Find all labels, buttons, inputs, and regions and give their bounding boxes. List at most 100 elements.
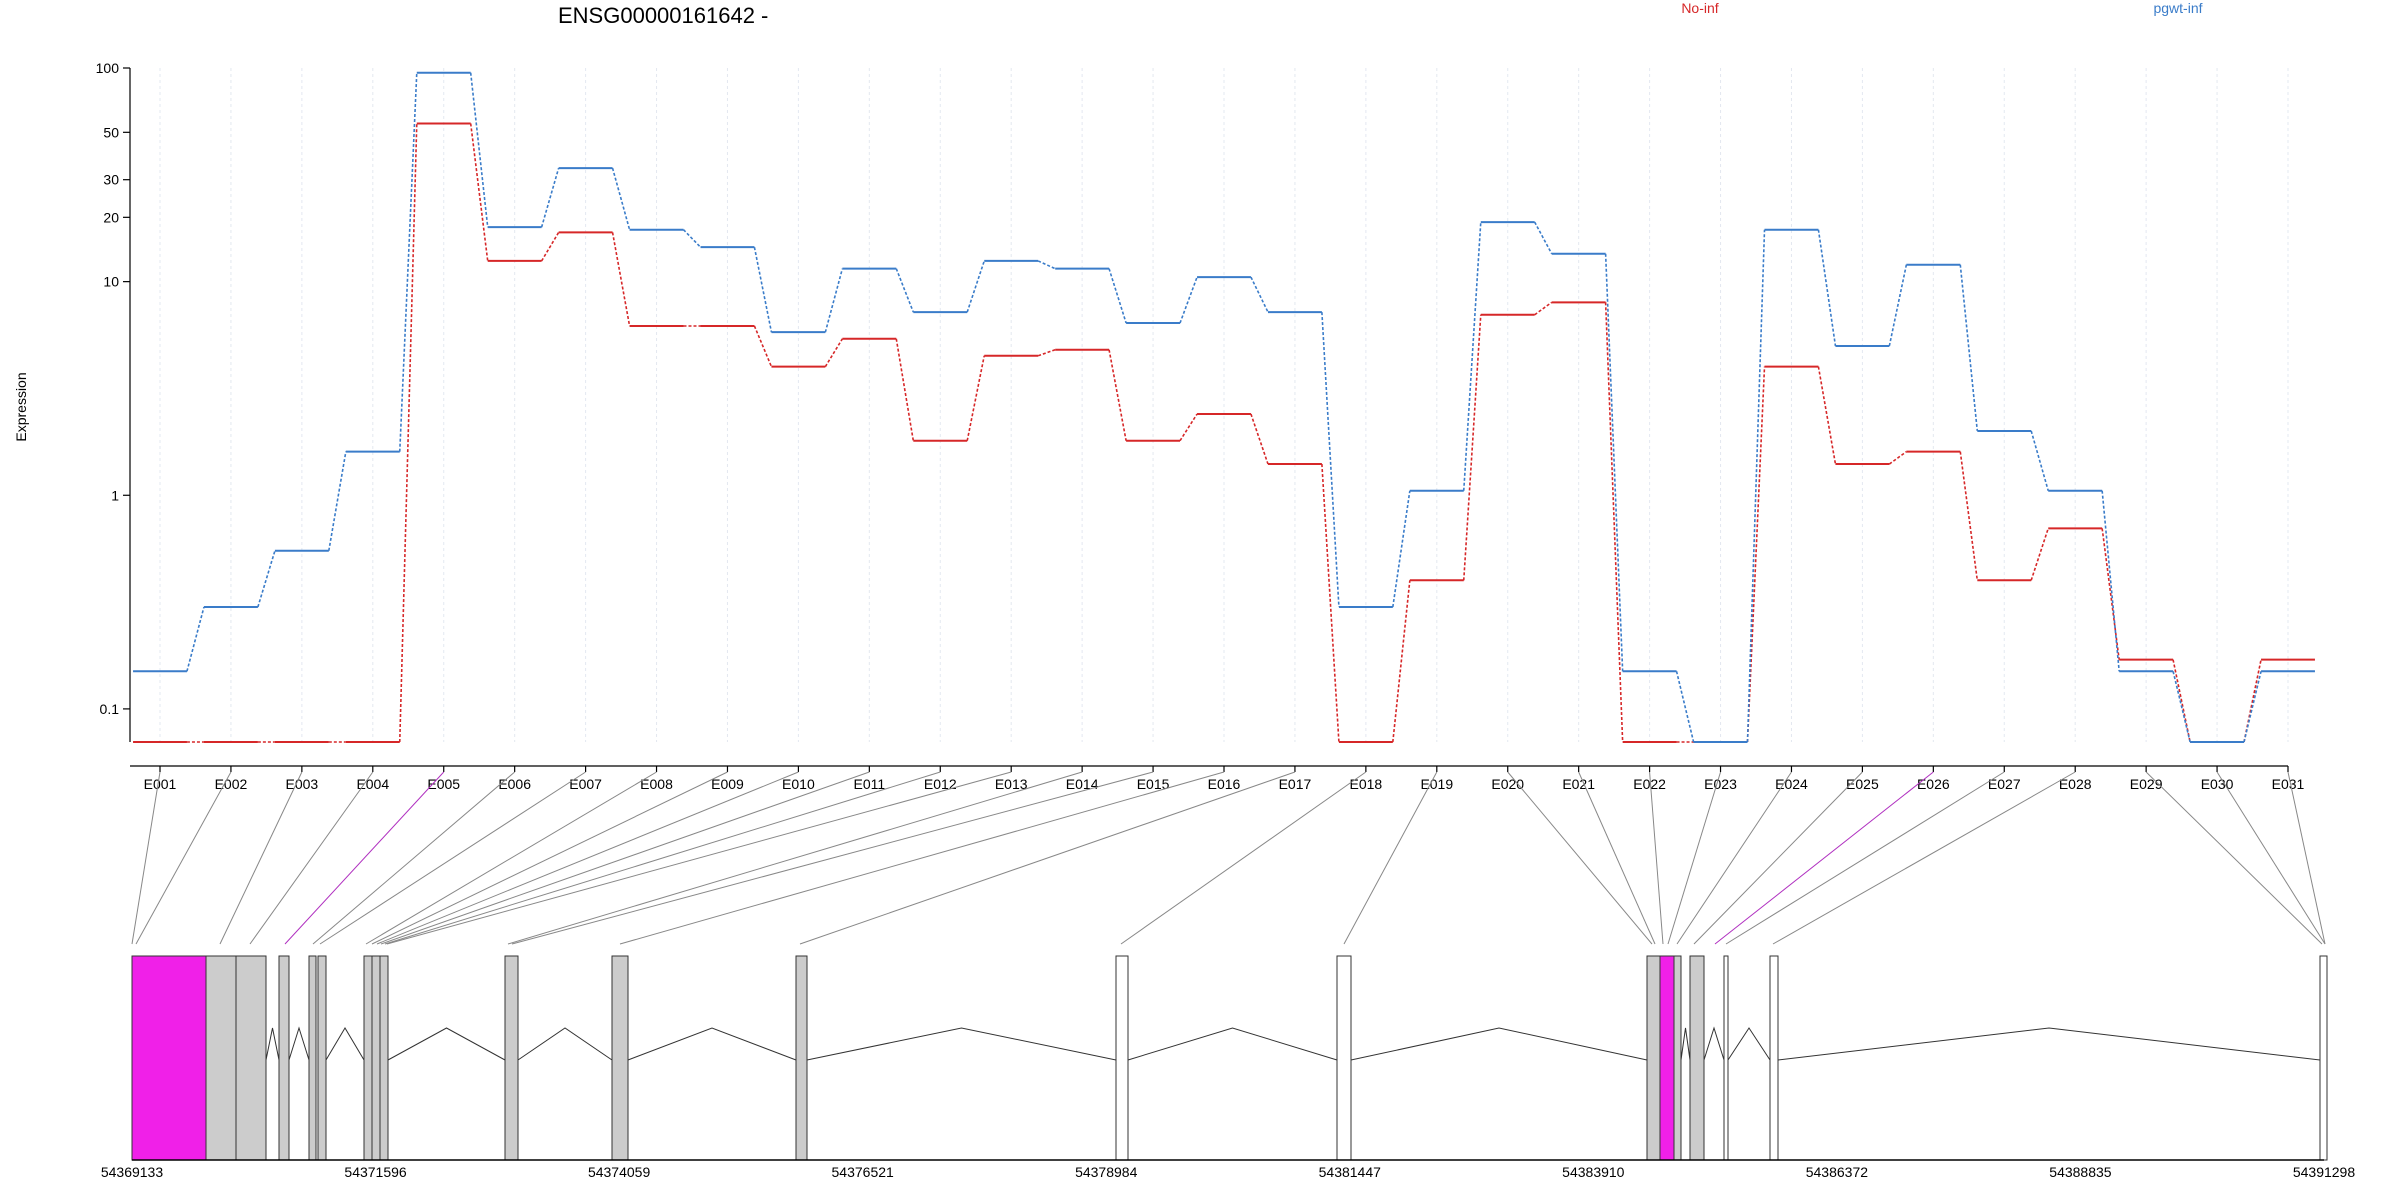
y-axis-label: Expression <box>13 372 29 441</box>
series-connector <box>1462 314 1482 581</box>
series-connector <box>398 72 418 452</box>
exon-connector <box>384 771 941 945</box>
genomic-coordinate-label: 54388835 <box>2049 1164 2112 1180</box>
series-connector <box>753 325 773 367</box>
exon-connector <box>376 771 799 945</box>
series-connector <box>824 268 844 333</box>
series-connector <box>2030 528 2050 581</box>
x-tick-label: E004 <box>356 776 389 792</box>
exon-connector <box>799 771 1296 945</box>
y-tick-label: 50 <box>103 124 119 140</box>
exon-connector <box>1667 771 1722 945</box>
genomic-coordinate-label: 54391298 <box>2293 1164 2356 1180</box>
intron-line <box>1727 1027 1771 1061</box>
x-tick-label: E022 <box>1633 776 1666 792</box>
series-connector <box>895 268 915 313</box>
x-tick-label: E014 <box>1066 776 1099 792</box>
exon-connector <box>2287 771 2326 945</box>
x-tick-label: E028 <box>2059 776 2092 792</box>
exon-connector <box>511 771 1154 945</box>
x-tick-label: E012 <box>924 776 957 792</box>
exon-block <box>317 955 327 1161</box>
exon-connector <box>131 771 161 945</box>
y-tick-label: 30 <box>103 172 119 188</box>
exon-block <box>1659 955 1675 1161</box>
series-connector <box>540 231 560 262</box>
x-tick-label: E019 <box>1420 776 1453 792</box>
series-connector <box>1534 301 1553 316</box>
series-connector <box>1888 264 1908 347</box>
exon-block <box>308 955 317 1161</box>
series-connector <box>1746 229 1766 743</box>
series-connector <box>611 167 631 230</box>
exon-connector <box>312 771 515 945</box>
x-tick-label: E001 <box>144 776 177 792</box>
series-connector <box>1959 264 1979 432</box>
exon-block <box>611 955 629 1161</box>
y-tick-label: 0.1 <box>100 701 120 717</box>
series-connector <box>1179 276 1198 324</box>
series-connector <box>1179 413 1198 442</box>
series-connector <box>1817 366 1837 465</box>
x-tick-label: E027 <box>1988 776 2021 792</box>
legend-entry-no-inf: No-inf <box>1681 0 1718 16</box>
exon-block <box>1673 955 1682 1161</box>
x-tick-label: E031 <box>2272 776 2305 792</box>
series-connector <box>1392 490 1411 608</box>
series-connector <box>186 606 205 672</box>
series-connector <box>1250 276 1269 313</box>
exon-block <box>363 955 373 1161</box>
exon-connector <box>1676 771 1792 945</box>
y-tick-label: 100 <box>96 60 120 76</box>
genomic-coordinate-label: 54381447 <box>1319 1164 1382 1180</box>
exon-connector <box>2145 771 2323 945</box>
exon-block <box>131 955 207 1161</box>
exon-block <box>1769 955 1779 1161</box>
series-connector <box>540 167 560 228</box>
x-tick-label: E008 <box>640 776 673 792</box>
genomic-coordinate-label: 54383910 <box>1562 1164 1625 1180</box>
x-tick-label: E018 <box>1350 776 1383 792</box>
exon-connector <box>507 771 1083 945</box>
y-tick-label: 10 <box>103 274 119 290</box>
series-connector <box>2243 659 2262 743</box>
x-tick-label: E020 <box>1491 776 1524 792</box>
intron-line <box>325 1027 365 1061</box>
series-connector <box>1604 253 1624 672</box>
x-tick-label: E011 <box>853 776 885 792</box>
genomic-coordinate-label: 54374059 <box>588 1164 651 1180</box>
series-connector <box>1533 221 1553 255</box>
series-connector <box>1888 451 1907 465</box>
series-lines <box>133 71 2315 743</box>
intron-line <box>1127 1027 1338 1061</box>
exon-connector <box>380 771 870 945</box>
exon-connector <box>1120 771 1367 945</box>
exon-connector <box>365 771 657 945</box>
series-connector <box>1108 349 1127 441</box>
series-connector <box>1604 302 1624 743</box>
x-tick-label: E003 <box>286 776 319 792</box>
y-tick-label: 1 <box>111 487 119 503</box>
exon-connector <box>1343 771 1438 945</box>
gene-model: 54369133 54371596 54374059 54376521 54378984… <box>101 955 2356 1180</box>
exon-connector <box>1578 771 1656 945</box>
series-connector <box>966 260 986 313</box>
series-connector <box>1817 229 1837 347</box>
series-connector <box>2172 659 2191 743</box>
exon-connector <box>386 771 1012 945</box>
genomic-coordinate-label: 54376521 <box>832 1164 895 1180</box>
series-connector <box>469 123 489 262</box>
intron-line <box>387 1027 506 1061</box>
series-connector <box>398 123 418 743</box>
x-tick-label: E006 <box>498 776 531 792</box>
genomic-coordinate-label: 54371596 <box>344 1164 407 1180</box>
series-connector <box>1108 268 1127 324</box>
intron-line <box>627 1027 797 1061</box>
axes: 0.1 1 10 20 30 50 100 E001 E002 E003 E004 E005 E006 E… <box>96 60 2305 792</box>
exon-connector <box>619 771 1225 945</box>
x-tick-label: E010 <box>782 776 815 792</box>
exon-block <box>504 955 519 1161</box>
genomic-coordinate-label: 54378984 <box>1075 1164 1138 1180</box>
intron-line <box>288 1026 310 1061</box>
